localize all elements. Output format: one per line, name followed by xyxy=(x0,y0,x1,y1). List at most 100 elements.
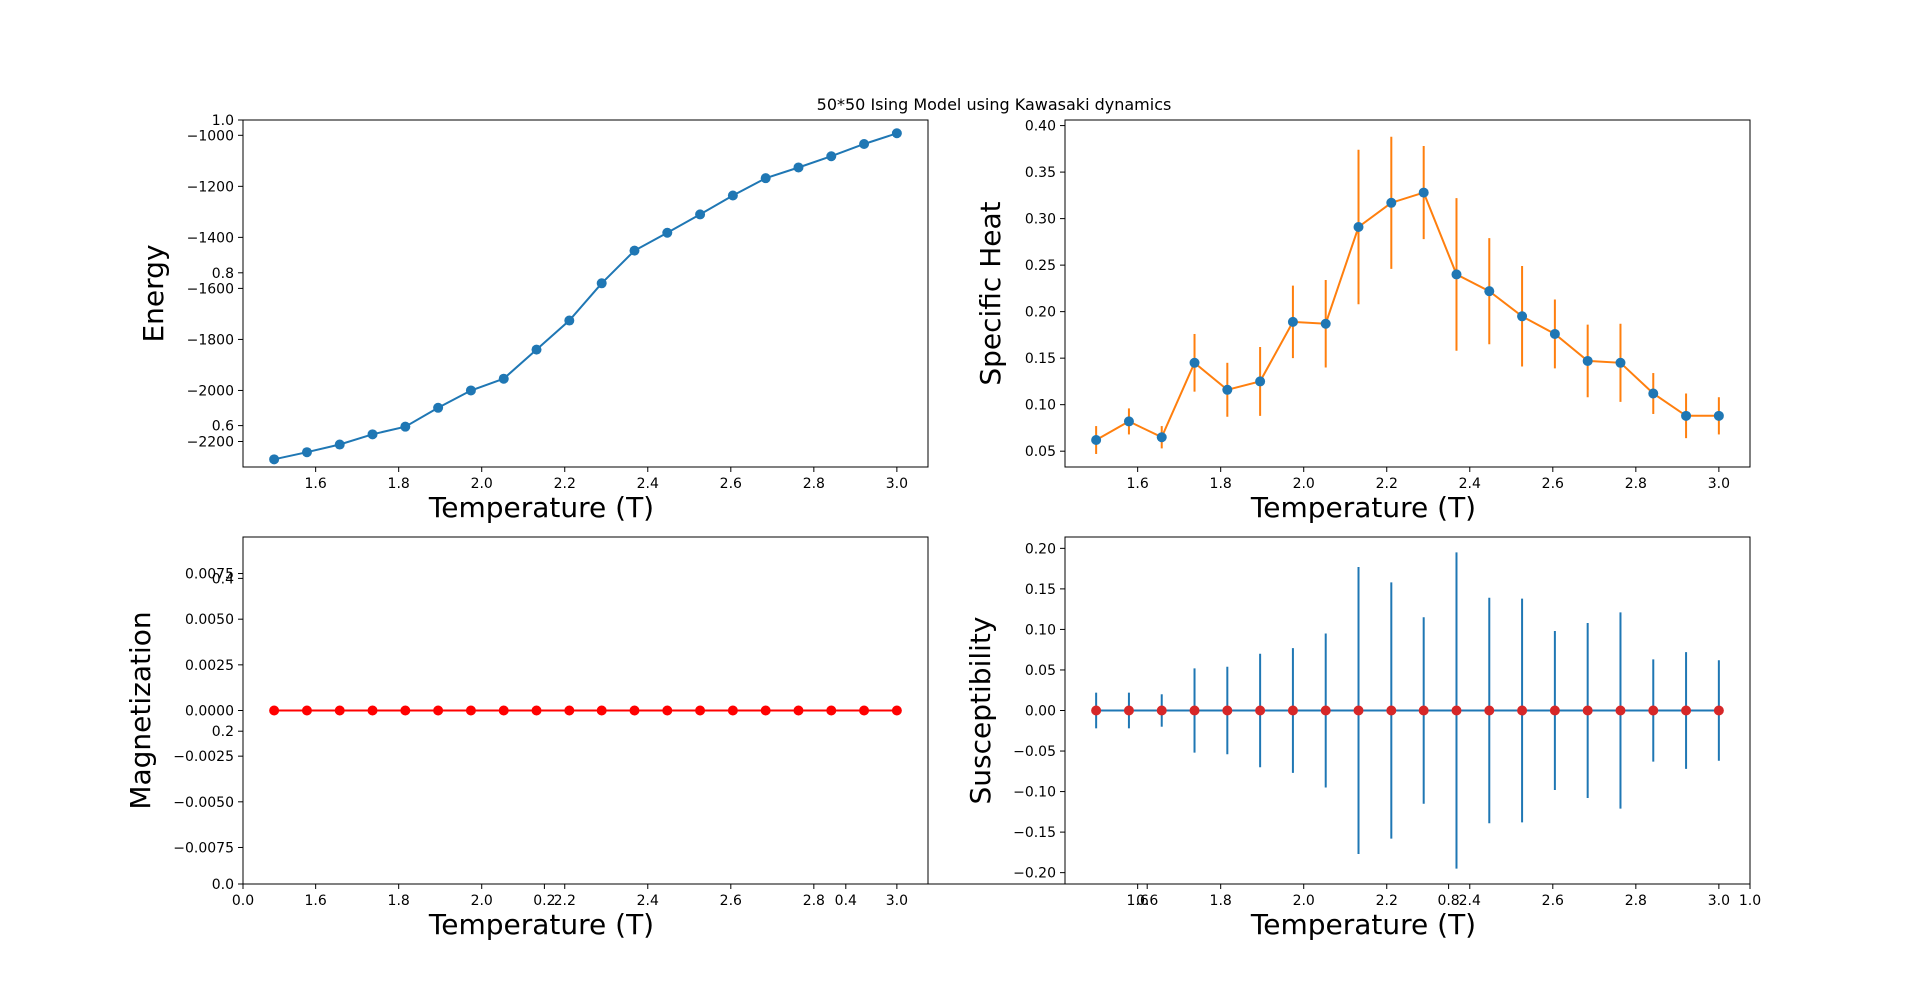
data-point xyxy=(433,705,444,716)
x-tick-label: 1.6 xyxy=(305,893,327,909)
y-tick-label: −2000 xyxy=(187,383,234,399)
data-point xyxy=(1517,311,1528,322)
y-tick-label: 0.05 xyxy=(1025,663,1056,679)
data-point xyxy=(891,705,902,716)
data-point xyxy=(629,245,640,256)
y-tick-label: −0.15 xyxy=(1013,825,1056,841)
x-tick-label: 1.8 xyxy=(388,893,410,909)
panel-energy: 1.6 1.8 2.0 2.2 2.4 2.6 2.8 3.0 −2200 −2000 −1800 −… xyxy=(137,119,929,524)
y-tick-label: −0.10 xyxy=(1013,785,1056,801)
data-point xyxy=(433,402,444,413)
data-point xyxy=(1255,705,1266,716)
y-tick-label: 0.35 xyxy=(1025,165,1056,181)
x-tick-label: 1.8 xyxy=(1210,893,1232,909)
x-tick-label: 1.8 xyxy=(1210,476,1232,492)
data-point xyxy=(531,344,542,355)
data-point xyxy=(269,705,280,716)
data-point xyxy=(727,190,738,201)
panel-specific-heat: 1.6 1.8 2.0 2.2 2.4 2.6 2.8 3.0 0.05 0.10 0.15 0.20… xyxy=(974,119,1751,524)
data-point xyxy=(1549,328,1560,339)
x-tick-label: 2.4 xyxy=(637,476,659,492)
y-tick-label: −0.05 xyxy=(1013,744,1056,760)
y-axis-label: Susceptibility xyxy=(964,617,997,805)
plot-area xyxy=(243,120,928,467)
data-point xyxy=(531,705,542,716)
x-tick-label: 2.4 xyxy=(1459,476,1481,492)
chart-panels: 1.6 1.8 2.0 2.2 2.4 2.6 2.8 3.0 −2200 −2000 −1800 −… xyxy=(124,119,1751,941)
x-tick-label: 2.0 xyxy=(471,476,493,492)
bg-y-tick-label: 0.8 xyxy=(212,266,234,282)
data-point xyxy=(1418,705,1429,716)
y-tick-label: 0.10 xyxy=(1025,622,1056,638)
data-point xyxy=(1320,705,1331,716)
data-point xyxy=(301,447,312,458)
data-point xyxy=(1451,269,1462,280)
plot-area xyxy=(1065,120,1750,467)
panel-susceptibility: 1.6 1.8 2.0 2.2 2.4 2.6 2.8 3.0 −0.20 −0.15 −0.10 −… xyxy=(964,536,1751,941)
data-point xyxy=(826,705,837,716)
y-tick-label: 0.0050 xyxy=(185,612,234,628)
data-point xyxy=(760,705,771,716)
y-tick-label: 0.0025 xyxy=(185,658,234,674)
y-tick-label: −1800 xyxy=(187,332,234,348)
y-axis-label: Specific Heat xyxy=(974,201,1007,385)
data-point xyxy=(1189,357,1200,368)
data-point xyxy=(695,209,706,220)
y-tick-label: −1400 xyxy=(187,230,234,246)
data-point xyxy=(1418,187,1429,198)
data-point xyxy=(596,705,607,716)
x-tick-label: 2.8 xyxy=(1625,476,1647,492)
data-point xyxy=(1549,705,1560,716)
x-tick-label: 2.6 xyxy=(720,476,742,492)
data-point xyxy=(1353,705,1364,716)
x-axis-label: Temperature (T) xyxy=(428,908,654,941)
axes-frame xyxy=(1064,536,1751,885)
x-tick-label: 3.0 xyxy=(886,893,908,909)
bg-y-tick-label: 0.2 xyxy=(212,724,234,740)
data-point xyxy=(564,705,575,716)
data-point xyxy=(1648,705,1659,716)
data-point xyxy=(760,173,771,184)
data-point xyxy=(1615,705,1626,716)
y-tick-label: 0.40 xyxy=(1025,119,1056,135)
data-point xyxy=(1091,435,1102,446)
data-point xyxy=(1681,705,1692,716)
x-tick-label: 1.6 xyxy=(1127,893,1149,909)
panel-magnetization: 1.6 1.8 2.0 2.2 2.4 2.6 2.8 3.0 −0.0075 −0.0050 −0… xyxy=(124,536,929,941)
bg-x-tick-label: 0.2 xyxy=(533,893,555,909)
background-axes: 0.0 0.2 0.4 0.6 0.8 1.0 0.0 0.2 0.4 0.6 0.8 1.0 xyxy=(212,113,1761,909)
data-point xyxy=(1713,705,1724,716)
x-tick-label: 2.2 xyxy=(554,476,576,492)
data-point xyxy=(367,705,378,716)
data-point xyxy=(891,128,902,139)
y-tick-label: 0.15 xyxy=(1025,351,1056,367)
x-tick-label: 2.6 xyxy=(1542,476,1564,492)
data-point xyxy=(334,705,345,716)
y-tick-label: −0.20 xyxy=(1013,866,1056,882)
x-tick-label: 2.2 xyxy=(554,893,576,909)
y-tick-label: 0.20 xyxy=(1025,541,1056,557)
data-point xyxy=(1713,410,1724,421)
data-point xyxy=(662,227,673,238)
x-tick-label: 1.6 xyxy=(305,476,327,492)
y-axis-label: Magnetization xyxy=(124,611,157,809)
bg-x-tick-label: 0.4 xyxy=(835,893,857,909)
bg-y-tick-label: 0.0 xyxy=(212,877,234,893)
data-point xyxy=(859,138,870,149)
y-tick-label: −0.0025 xyxy=(173,749,234,765)
data-point xyxy=(596,278,607,289)
x-tick-label: 2.2 xyxy=(1376,476,1398,492)
x-tick-label: 1.6 xyxy=(1127,476,1149,492)
data-point xyxy=(1648,388,1659,399)
axes-frame xyxy=(242,536,929,885)
x-axis-label: Temperature (T) xyxy=(428,491,654,524)
data-point xyxy=(1320,318,1331,329)
bg-y-tick-label: 1.0 xyxy=(212,113,234,129)
data-point xyxy=(1681,410,1692,421)
data-point xyxy=(826,151,837,162)
data-point xyxy=(1156,432,1167,443)
data-point xyxy=(1451,705,1462,716)
data-point xyxy=(498,705,509,716)
data-point xyxy=(1123,705,1134,716)
